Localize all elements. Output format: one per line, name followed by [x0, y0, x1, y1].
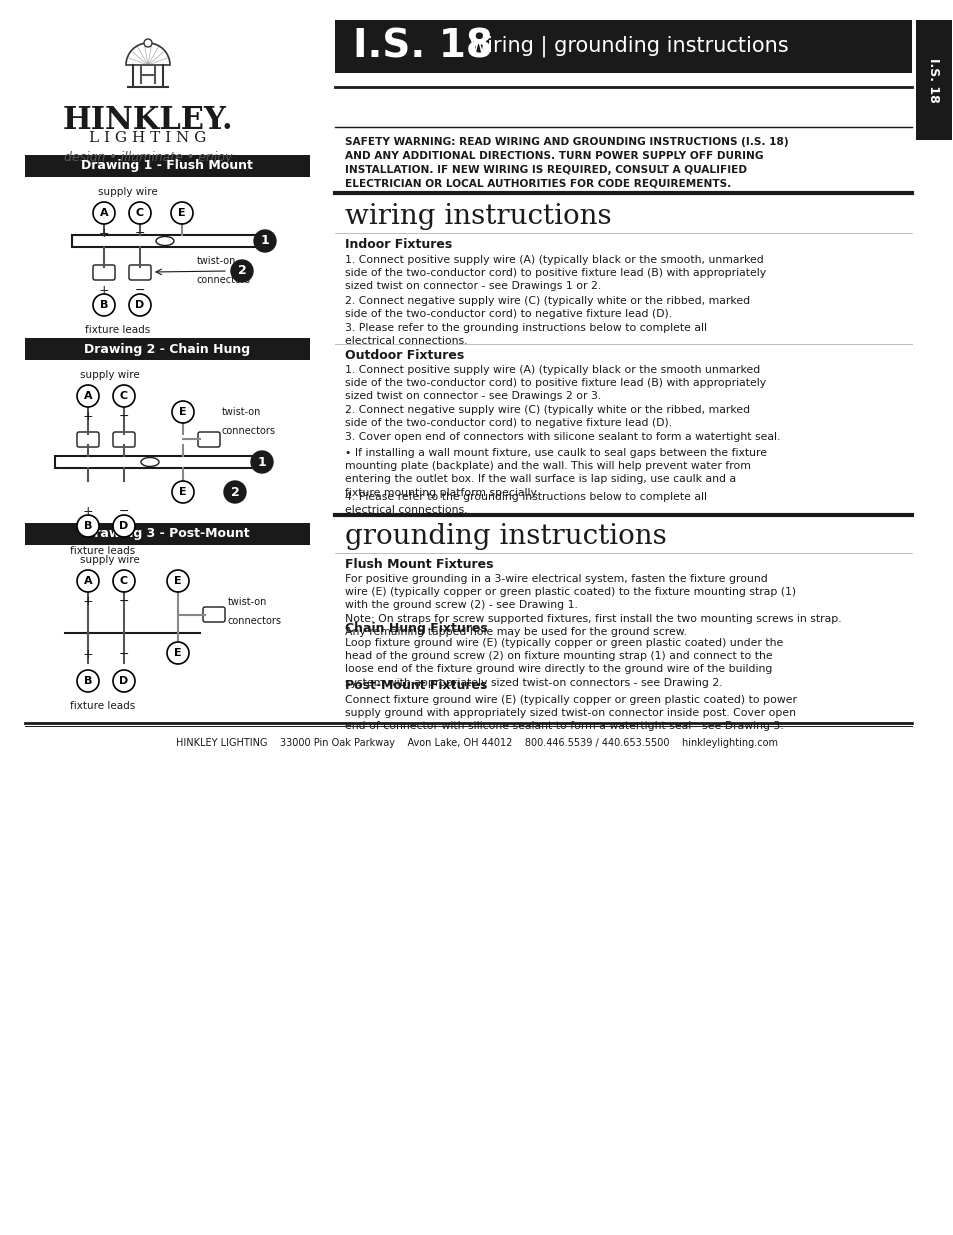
- Text: I.S. 18: I.S. 18: [353, 27, 493, 65]
- Text: Drawing 1 - Flush Mount: Drawing 1 - Flush Mount: [81, 159, 253, 173]
- Text: 1. Connect positive supply wire (A) (typically black or the smooth, unmarked
sid: 1. Connect positive supply wire (A) (typ…: [345, 254, 765, 291]
- Ellipse shape: [141, 457, 159, 467]
- Text: C: C: [120, 576, 128, 585]
- Circle shape: [77, 571, 99, 592]
- Text: wiring | grounding instructions: wiring | grounding instructions: [470, 36, 788, 57]
- Text: • If installing a wall mount fixture, use caulk to seal gaps between the fixture: • If installing a wall mount fixture, us…: [345, 448, 766, 498]
- Ellipse shape: [156, 236, 173, 246]
- Text: Flush Mount Fixtures: Flush Mount Fixtures: [345, 558, 493, 571]
- Text: +: +: [98, 227, 110, 240]
- Bar: [915, 20, 951, 140]
- Circle shape: [129, 294, 151, 316]
- Text: 1: 1: [260, 235, 269, 247]
- Circle shape: [112, 385, 135, 408]
- Circle shape: [77, 515, 99, 537]
- Text: Indoor Fixtures: Indoor Fixtures: [345, 238, 452, 251]
- Circle shape: [172, 480, 193, 503]
- Text: 2: 2: [231, 485, 239, 499]
- Circle shape: [112, 671, 135, 692]
- Text: D: D: [135, 300, 145, 310]
- Text: −: −: [118, 648, 129, 661]
- Text: E: E: [174, 576, 182, 585]
- Text: +: +: [98, 284, 110, 296]
- Circle shape: [251, 451, 273, 473]
- Text: Connect fixture ground wire (E) (typically copper or green plastic coated) to po: Connect fixture ground wire (E) (typical…: [345, 695, 796, 731]
- Text: +: +: [83, 505, 93, 517]
- Circle shape: [77, 385, 99, 408]
- Circle shape: [167, 642, 189, 664]
- Text: fixture leads: fixture leads: [85, 325, 151, 335]
- Text: Loop fixture ground wire (E) (typically copper or green plastic coated) under th: Loop fixture ground wire (E) (typically …: [345, 638, 782, 688]
- Text: 1. Connect positive supply wire (A) (typically black or the smooth unmarked
side: 1. Connect positive supply wire (A) (typ…: [345, 366, 765, 401]
- Text: +: +: [83, 595, 93, 608]
- Circle shape: [77, 671, 99, 692]
- Circle shape: [92, 294, 115, 316]
- Text: supply wire: supply wire: [80, 555, 140, 564]
- Circle shape: [92, 203, 115, 224]
- Circle shape: [144, 40, 152, 47]
- Text: +: +: [83, 648, 93, 661]
- Text: A: A: [84, 391, 92, 401]
- Text: 2. Connect negative supply wire (C) (typically white or the ribbed, marked
side : 2. Connect negative supply wire (C) (typ…: [345, 296, 749, 319]
- Text: −: −: [118, 410, 129, 424]
- Text: A: A: [99, 207, 109, 219]
- Text: SAFETY WARNING: READ WIRING AND GROUNDING INSTRUCTIONS (I.S. 18)
AND ANY ADDITIO: SAFETY WARNING: READ WIRING AND GROUNDIN…: [345, 137, 788, 189]
- Circle shape: [231, 261, 253, 282]
- Bar: [25, 522, 310, 545]
- FancyBboxPatch shape: [203, 606, 225, 622]
- Text: 4. Please refer to the grounding instructions below to complete all
electrical c: 4. Please refer to the grounding instruc…: [345, 492, 706, 515]
- Text: D: D: [119, 676, 129, 685]
- Text: design • illuminate • enjoy: design • illuminate • enjoy: [64, 151, 232, 164]
- Text: fixture leads: fixture leads: [71, 546, 135, 556]
- Text: wiring instructions: wiring instructions: [345, 203, 611, 230]
- Text: Drawing 3 - Post-Mount: Drawing 3 - Post-Mount: [84, 527, 250, 541]
- Text: For positive grounding in a 3-wire electrical system, fasten the fixture ground
: For positive grounding in a 3-wire elect…: [345, 574, 841, 637]
- Text: Chain Hung Fixtures: Chain Hung Fixtures: [345, 622, 487, 635]
- Text: C: C: [120, 391, 128, 401]
- Text: twist-on: twist-on: [228, 597, 267, 606]
- Text: HINKLEY.: HINKLEY.: [63, 105, 233, 136]
- Text: Outdoor Fixtures: Outdoor Fixtures: [345, 350, 464, 362]
- Text: −: −: [118, 595, 129, 608]
- Text: E: E: [178, 207, 186, 219]
- Text: 2: 2: [237, 264, 246, 278]
- Circle shape: [171, 203, 193, 224]
- Circle shape: [167, 571, 189, 592]
- Text: Post-Mount Fixtures: Post-Mount Fixtures: [345, 679, 487, 692]
- Text: connectors: connectors: [196, 275, 251, 285]
- Bar: [335, 20, 911, 73]
- Text: E: E: [179, 487, 187, 496]
- Circle shape: [112, 515, 135, 537]
- Circle shape: [112, 571, 135, 592]
- Circle shape: [172, 401, 193, 424]
- Text: I.S. 18: I.S. 18: [926, 58, 940, 103]
- Text: twist-on: twist-on: [196, 256, 236, 266]
- Text: HINKLEY LIGHTING    33000 Pin Oak Parkway    Avon Lake, OH 44012    800.446.5539: HINKLEY LIGHTING 33000 Pin Oak Parkway A…: [175, 739, 778, 748]
- Text: 3. Please refer to the grounding instructions below to complete all
electrical c: 3. Please refer to the grounding instruc…: [345, 324, 706, 346]
- Text: −: −: [134, 284, 145, 296]
- Text: 2. Connect negative supply wire (C) (typically white or the ribbed, marked
side : 2. Connect negative supply wire (C) (typ…: [345, 405, 749, 429]
- Text: B: B: [84, 521, 92, 531]
- Text: D: D: [119, 521, 129, 531]
- FancyBboxPatch shape: [92, 266, 115, 280]
- Text: A: A: [84, 576, 92, 585]
- Text: −: −: [118, 505, 129, 517]
- Text: −: −: [134, 227, 145, 240]
- Text: grounding instructions: grounding instructions: [345, 522, 666, 550]
- Circle shape: [129, 203, 151, 224]
- Text: C: C: [135, 207, 144, 219]
- Text: connectors: connectors: [222, 426, 275, 436]
- FancyBboxPatch shape: [77, 432, 99, 447]
- Text: supply wire: supply wire: [98, 186, 157, 198]
- Text: twist-on: twist-on: [222, 408, 261, 417]
- Text: L I G H T I N G: L I G H T I N G: [90, 131, 207, 144]
- Bar: [25, 338, 310, 359]
- FancyBboxPatch shape: [112, 432, 135, 447]
- Text: fixture leads: fixture leads: [71, 701, 135, 711]
- Text: B: B: [84, 676, 92, 685]
- Text: E: E: [179, 408, 187, 417]
- Text: E: E: [174, 648, 182, 658]
- Text: +: +: [83, 410, 93, 424]
- Circle shape: [224, 480, 246, 503]
- Text: 3. Cover open end of connectors with silicone sealant to form a watertight seal.: 3. Cover open end of connectors with sil…: [345, 432, 780, 442]
